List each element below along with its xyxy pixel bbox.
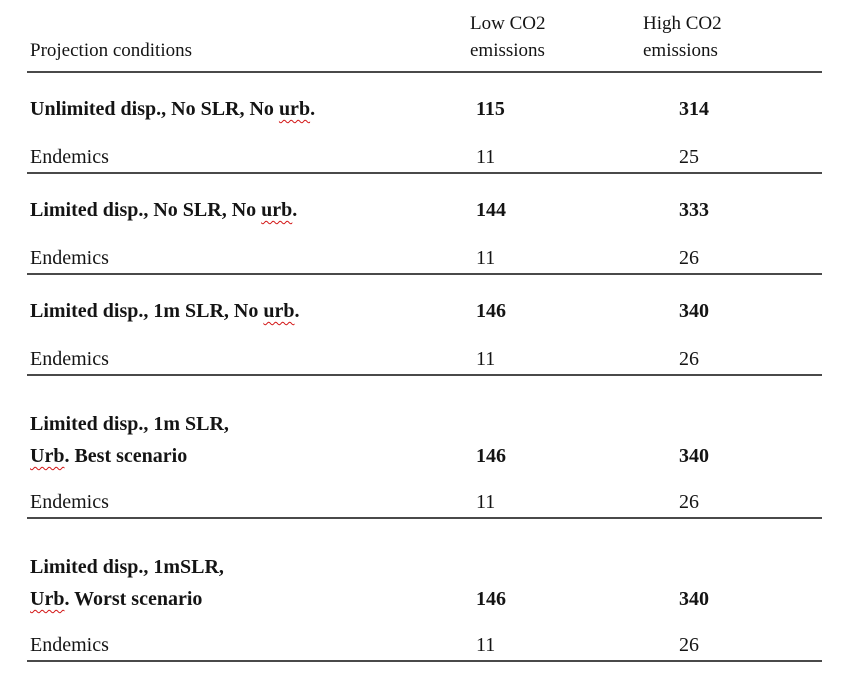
table-section: Limited disp., 1m SLR, No urb. 146 340 E… <box>27 299 849 376</box>
condition-label: Limited disp., 1m SLR, No urb. <box>30 299 470 323</box>
condition-title-line: Urb. Worst scenario <box>30 587 470 611</box>
condition-label: Limited disp., No SLR, No urb. <box>30 198 470 222</box>
endemics-high-value: 25 <box>679 146 699 168</box>
high-co2-value: 340 <box>679 300 709 322</box>
endemics-low-value: 11 <box>476 146 496 168</box>
column-header-low-co2-line2: emissions <box>470 40 545 61</box>
projection-table: Projection conditions Low CO2 emissions … <box>27 10 849 662</box>
endemics-label: Endemics <box>30 491 109 513</box>
column-header-high-co2-line2: emissions <box>643 40 718 61</box>
condition-text-segment: . Worst scenario <box>64 588 203 610</box>
endemics-high-value: 26 <box>679 634 699 656</box>
endemics-label: Endemics <box>30 247 109 269</box>
condition-text-segment: . <box>294 300 300 322</box>
section-rule <box>27 172 822 174</box>
misspelled-word: Urb <box>30 445 65 467</box>
condition-label: Limited disp., 1mSLR, Urb. Worst scenario <box>30 555 470 611</box>
condition-title-line: Urb. Best scenario <box>30 444 470 468</box>
endemics-high-value: 26 <box>679 247 699 269</box>
condition-title-line: Limited disp., 1m SLR, <box>30 412 470 436</box>
condition-text-segment: Limited disp., 1mSLR, <box>30 556 224 578</box>
condition-row: Unlimited disp., No SLR, No urb. 115 314 <box>30 97 849 121</box>
header-rule <box>27 71 822 73</box>
section-rule <box>27 517 822 519</box>
endemics-high-value: 26 <box>679 491 699 513</box>
column-header-high-co2: High CO2 emissions <box>643 10 849 64</box>
table-header-row: Projection conditions Low CO2 emissions … <box>30 10 849 64</box>
condition-text-segment: Unlimited disp., No SLR, No <box>30 98 279 120</box>
high-co2-value: 314 <box>679 98 709 120</box>
condition-text-segment: Limited disp., 1m SLR, <box>30 413 229 435</box>
endemics-label: Endemics <box>30 634 109 656</box>
misspelled-word: Urb <box>30 588 65 610</box>
high-co2-value: 340 <box>679 588 709 610</box>
section-rule <box>27 374 822 376</box>
endemics-row: Endemics 11 26 <box>30 246 849 270</box>
misspelled-word: urb <box>261 199 293 221</box>
misspelled-word: urb <box>263 300 295 322</box>
condition-text-segment: Limited disp., 1m SLR, No <box>30 300 264 322</box>
column-header-high-co2-line1: High CO2 <box>643 13 722 34</box>
high-co2-value: 333 <box>679 199 709 221</box>
low-co2-value: 146 <box>476 300 506 322</box>
condition-label: Unlimited disp., No SLR, No urb. <box>30 97 470 121</box>
endemics-low-value: 11 <box>476 634 496 656</box>
low-co2-value: 146 <box>476 588 506 610</box>
endemics-low-value: 11 <box>476 247 496 269</box>
low-co2-value: 144 <box>476 199 506 221</box>
endemics-low-value: 11 <box>476 348 496 370</box>
condition-title-line: Limited disp., No SLR, No urb. <box>30 198 470 222</box>
condition-text-segment: Limited disp., No SLR, No <box>30 199 262 221</box>
condition-text-segment: . Best scenario <box>64 445 188 467</box>
condition-row: Limited disp., 1m SLR, Urb. Best scenario… <box>30 412 849 468</box>
column-header-projection-conditions: Projection conditions <box>30 40 193 61</box>
endemics-row: Endemics 11 26 <box>30 490 849 514</box>
column-header-low-co2: Low CO2 emissions <box>470 10 643 64</box>
table-section: Limited disp., 1m SLR, Urb. Best scenario… <box>27 412 849 519</box>
condition-text-segment: . <box>310 98 316 120</box>
table-section: Limited disp., 1mSLR, Urb. Worst scenario… <box>27 555 849 662</box>
condition-title-line: Unlimited disp., No SLR, No urb. <box>30 97 470 121</box>
low-co2-value: 115 <box>476 98 505 120</box>
condition-row: Limited disp., No SLR, No urb. 144 333 <box>30 198 849 222</box>
endemics-row: Endemics 11 26 <box>30 347 849 371</box>
misspelled-word: urb <box>278 98 311 120</box>
endemics-label: Endemics <box>30 146 109 168</box>
section-rule <box>27 660 822 662</box>
table-section: Limited disp., No SLR, No urb. 144 333 E… <box>27 198 849 275</box>
condition-row: Limited disp., 1mSLR, Urb. Worst scenario… <box>30 555 849 611</box>
condition-row: Limited disp., 1m SLR, No urb. 146 340 <box>30 299 849 323</box>
condition-label: Limited disp., 1m SLR, Urb. Best scenario <box>30 412 470 468</box>
endemics-low-value: 11 <box>476 491 496 513</box>
column-header-low-co2-line1: Low CO2 <box>470 13 546 34</box>
condition-text-segment: . <box>292 199 298 221</box>
endemics-high-value: 26 <box>679 348 699 370</box>
section-rule <box>27 273 822 275</box>
endemics-row: Endemics 11 26 <box>30 633 849 657</box>
table-body: Unlimited disp., No SLR, No urb. 115 314… <box>27 97 849 662</box>
endemics-row: Endemics 11 25 <box>30 145 849 169</box>
table-section: Unlimited disp., No SLR, No urb. 115 314… <box>27 97 849 174</box>
endemics-label: Endemics <box>30 348 109 370</box>
condition-title-line: Limited disp., 1m SLR, No urb. <box>30 299 470 323</box>
high-co2-value: 340 <box>679 445 709 467</box>
condition-title-line: Limited disp., 1mSLR, <box>30 555 470 579</box>
low-co2-value: 146 <box>476 445 506 467</box>
